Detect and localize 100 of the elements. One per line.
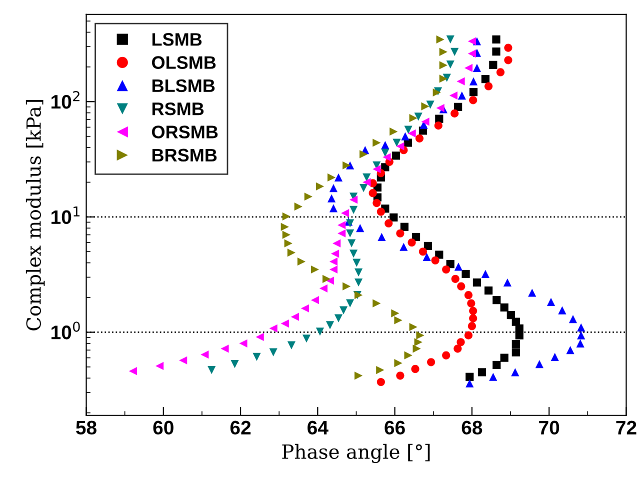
point [489,60,498,70]
point [304,192,312,201]
point [342,282,351,290]
point [467,299,476,308]
point [376,366,384,374]
point [346,299,354,308]
point [322,274,331,283]
point [450,48,459,56]
point [442,74,451,82]
point [269,324,278,332]
point [442,351,450,360]
legend-label: BLSMB [152,79,215,92]
point [368,189,377,198]
point [290,312,299,321]
y-tick-label: 10$^{1}$ [52,206,80,224]
point [316,328,324,336]
point [329,265,338,274]
point [382,153,391,162]
point [396,142,404,150]
point [515,331,524,340]
point [360,184,368,192]
point [269,348,278,356]
legend-label: LSMB [152,33,202,46]
legend-label: OLSMB [152,56,216,69]
point [451,274,460,283]
point [566,346,574,354]
point [577,331,586,340]
point [332,239,341,248]
point [280,222,289,231]
point [326,276,334,285]
point [576,339,584,348]
point [468,322,476,330]
point [469,314,478,322]
point [434,122,442,130]
point [568,315,578,324]
point [450,109,459,118]
point [484,82,493,90]
point [220,344,229,353]
x-tick-label: 68 [462,420,482,435]
point [282,230,290,239]
point [376,208,385,216]
point [310,296,320,304]
point [391,309,400,318]
point [409,322,418,332]
point [414,112,422,121]
point [372,299,381,308]
point [456,77,465,86]
point [421,102,430,110]
point [329,204,338,212]
point [415,134,424,142]
point [316,182,324,190]
point [280,319,289,328]
point [319,284,328,292]
point [503,278,512,287]
legend-label: BRSMB [152,148,217,162]
point [446,60,454,69]
point [535,360,544,368]
point [439,61,448,70]
point [372,138,381,147]
point [577,323,586,332]
x-tick-label: 58 [76,420,96,435]
point [155,362,164,370]
point [469,96,478,104]
point [338,221,346,230]
point [457,282,466,290]
legend-label: RSMB [152,102,204,116]
x-tick-label: 64 [308,420,328,435]
point [354,278,363,287]
point [401,132,410,140]
point [362,173,371,182]
point [427,358,436,366]
point [326,321,334,330]
legend-label: ORSMB [152,126,218,138]
point [511,368,520,376]
point [390,128,398,136]
point [446,35,454,44]
point [378,232,386,242]
point [404,126,412,134]
point [439,74,448,83]
point [360,150,368,158]
x-axis-title: Phase angle [°] [282,444,430,464]
point [392,138,401,147]
point [354,372,363,380]
point [500,303,508,312]
point [282,212,290,220]
point [456,338,465,346]
point [328,173,336,182]
point [464,291,473,300]
point [546,298,556,306]
point [330,250,340,258]
point [528,288,536,297]
point [179,356,188,364]
point [436,104,444,112]
point [354,268,363,276]
point [481,75,490,84]
x-tick-label: 72 [616,420,636,434]
point [412,344,421,353]
point [400,222,408,231]
point [466,372,474,381]
point [469,88,478,96]
